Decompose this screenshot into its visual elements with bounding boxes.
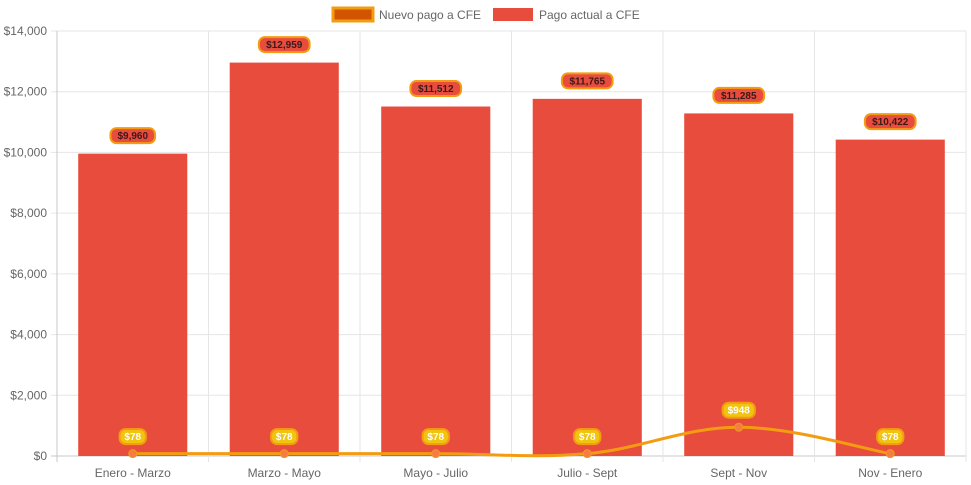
x-tick-label-mayo-julio: Mayo - Julio [403, 466, 468, 480]
legend-item-pago-actual[interactable]: Pago actual a CFE [493, 8, 640, 22]
line-value-label-nov-enero-text: $78 [882, 432, 899, 443]
legend-swatch-nuevo-pago [331, 6, 375, 23]
bar-value-label-sept-nov: $11,285 [712, 86, 766, 104]
line-value-label-mayo-julio-bg [421, 428, 450, 446]
line-value-label-julio-sept-text: $78 [579, 432, 596, 443]
line-value-label-nov-enero-bg [876, 428, 905, 446]
x-tick-label-enero-marzo: Enero - Marzo [95, 466, 171, 480]
line-value-label-mayo-julio: $78 [421, 428, 450, 446]
line-value-label-julio-sept: $78 [573, 428, 602, 446]
line-point-sept-nov[interactable] [734, 422, 744, 432]
legend-swatch-pago-actual [493, 8, 533, 21]
line-value-label-enero-marzo-bg [118, 428, 147, 446]
bar-value-label-enero-marzo: $9,960 [109, 127, 157, 145]
bar-value-label-julio-sept: $11,765 [560, 72, 614, 90]
bar-value-label-nov-enero: $10,422 [863, 113, 917, 131]
bar-value-label-julio-sept-bg [560, 72, 614, 90]
bar-value-label-mayo-julio-text: $11,512 [418, 84, 454, 95]
y-tick-label: $2,000 [10, 388, 47, 402]
bar-value-label-julio-sept-text: $11,765 [569, 76, 605, 87]
x-tick-label-julio-sept: Julio - Sept [557, 466, 618, 480]
y-tick-label: $6,000 [10, 267, 47, 281]
bar-value-label-marzo-mayo-text: $12,959 [266, 40, 303, 51]
line-value-label-marzo-mayo-bg [270, 428, 299, 446]
gridlines [51, 30, 967, 462]
line-value-label-sept-nov-bg [721, 401, 756, 419]
x-axis: Enero - Marzo Marzo - Mayo Mayo - Julio Jul… [95, 466, 923, 480]
line-point-enero-marzo[interactable] [128, 449, 138, 459]
line-value-label-marzo-mayo-text: $78 [276, 432, 293, 443]
bar-value-label-marzo-mayo-bg [257, 36, 311, 54]
x-tick-label-sept-nov: Sept - Nov [710, 466, 767, 480]
line-value-label-sept-nov-text: $948 [728, 406, 751, 417]
bar-mayo-julio[interactable] [381, 106, 491, 457]
bar-sept-nov[interactable] [684, 113, 794, 456]
line-series [128, 422, 895, 459]
bar-series [78, 62, 945, 457]
bar-value-label-enero-marzo-text: $9,960 [117, 131, 148, 142]
bar-value-label-mayo-julio: $11,512 [409, 80, 463, 98]
bar-value-label-marzo-mayo: $12,959 [257, 36, 311, 54]
legend-item-nuevo-pago[interactable]: Nuevo pago a CFE [331, 6, 481, 23]
line-value-label-mayo-julio-text: $78 [427, 432, 444, 443]
bar-value-label-enero-marzo-bg [109, 127, 157, 145]
line-point-nov-enero[interactable] [885, 449, 895, 459]
legend-label-nuevo-pago: Nuevo pago a CFE [379, 8, 481, 22]
line-point-julio-sept[interactable] [582, 449, 592, 459]
y-tick-label: $0 [34, 449, 48, 463]
bar-value-label-nov-enero-bg [863, 113, 917, 131]
y-tick-label: $4,000 [10, 328, 47, 342]
legend-label-pago-actual: Pago actual a CFE [539, 8, 640, 22]
line-value-label-marzo-mayo: $78 [270, 428, 299, 446]
x-tick-label-nov-enero: Nov - Enero [858, 466, 922, 480]
bar-marzo-mayo[interactable] [229, 62, 339, 457]
line-value-label-enero-marzo-text: $78 [124, 432, 141, 443]
bar-enero-marzo[interactable] [78, 153, 188, 456]
bar-nov-enero[interactable] [835, 139, 945, 456]
data-labels: $9,960 $12,959 $11,512 $11,765 $11,285 $10,42… [109, 36, 917, 446]
bar-value-label-sept-nov-bg [712, 86, 766, 104]
y-axis: $0 $2,000 $4,000 $6,000 $8,000 $10,000 $12,000… [4, 24, 48, 463]
line-point-marzo-mayo[interactable] [279, 449, 289, 459]
bar-value-label-mayo-julio-bg [409, 80, 463, 98]
bar-value-label-sept-nov-text: $11,285 [721, 91, 757, 102]
line-value-label-julio-sept-bg [573, 428, 602, 446]
bar-value-label-nov-enero-text: $10,422 [872, 117, 909, 128]
y-tick-label: $14,000 [4, 24, 48, 38]
x-tick-label-marzo-mayo: Marzo - Mayo [248, 466, 322, 480]
line-value-label-enero-marzo: $78 [118, 428, 147, 446]
line-path-nuevo-pago [132, 425, 891, 458]
bar-julio-sept[interactable] [532, 98, 642, 457]
y-tick-label: $12,000 [4, 85, 48, 99]
line-value-label-sept-nov: $948 [721, 401, 756, 419]
y-tick-label: $10,000 [4, 145, 48, 159]
line-value-label-nov-enero: $78 [876, 428, 905, 446]
line-point-mayo-julio[interactable] [431, 449, 441, 459]
legend: Nuevo pago a CFE Pago actual a CFE [331, 6, 640, 23]
y-tick-label: $8,000 [10, 206, 47, 220]
